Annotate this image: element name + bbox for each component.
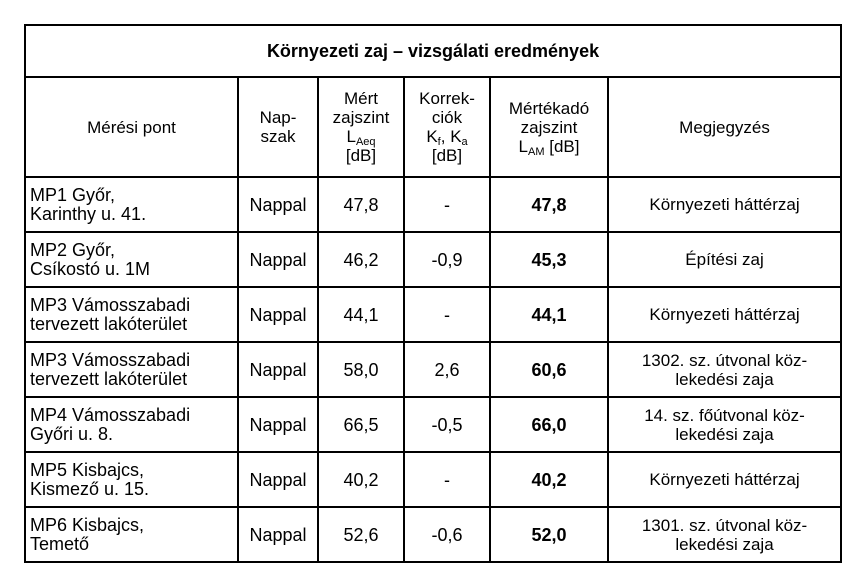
cell-correction: -0,9 <box>403 231 491 288</box>
cell-correction: - <box>403 286 491 343</box>
cell-measured-level: 66,5 <box>317 396 405 453</box>
cell-measured-level: 58,0 <box>317 341 405 398</box>
cell-period: Nappal <box>237 506 319 563</box>
cell-rating-level: 44,1 <box>489 286 609 343</box>
cell-measured-level: 44,1 <box>317 286 405 343</box>
results-table: Környezeti zaj – vizsgálati eredmények M… <box>23 24 843 563</box>
table-row: MP5 Kisbajcs, Kismező u. 15. Nappal 40,2-40… <box>24 451 843 508</box>
cell-measurement-point: MP6 Kisbajcs, Temető <box>24 506 239 563</box>
table-title: Környezeti zaj – vizsgálati eredmények <box>23 24 843 78</box>
header-corrections: Korrek- ciók Kf, Ka [dB] <box>403 76 491 178</box>
cell-note: Építési zaj <box>606 231 843 288</box>
cell-correction: -0,6 <box>403 506 491 563</box>
table-row: MP6 Kisbajcs, Temető Nappal 52,6 -0,6 52,0 130… <box>24 506 843 563</box>
table-row: MP3 Vámosszabadi tervezett lakóterület Nap… <box>24 286 843 343</box>
cell-measurement-point: MP1 Győr, Karinthy u. 41. <box>24 176 239 233</box>
cell-measurement-point: MP4 Vámosszabadi Győri u. 8. <box>24 396 239 453</box>
header-measurement-point: Mérési pont <box>24 76 239 178</box>
header-note: Megjegyzés <box>606 76 843 178</box>
cell-measured-level: 47,8 <box>317 176 405 233</box>
cell-note: 1301. sz. útvonal köz-lekedési zaja <box>606 506 843 563</box>
table-row: MP3 Vámosszabadi tervezett lakóterület Nap… <box>24 341 843 398</box>
cell-note: Környezeti háttérzaj <box>606 451 843 508</box>
cell-correction: - <box>403 176 491 233</box>
cell-rating-level: 40,2 <box>489 451 609 508</box>
table-row: MP1 Győr, Karinthy u. 41. Nappal 47,8-47,8 K… <box>24 176 843 233</box>
cell-measured-level: 46,2 <box>317 231 405 288</box>
table-row: MP2 Győr, Csíkostó u. 1M Nappal 46,2 -0,9 45,… <box>24 231 843 288</box>
cell-period: Nappal <box>237 341 319 398</box>
header-period: Nap- szak <box>237 76 319 178</box>
cell-measured-level: 40,2 <box>317 451 405 508</box>
cell-correction: 2,6 <box>403 341 491 398</box>
cell-period: Nappal <box>237 176 319 233</box>
table-row: MP4 Vámosszabadi Győri u. 8. Nappal 66,5 -0,… <box>24 396 843 453</box>
cell-correction: - <box>403 451 491 508</box>
cell-period: Nappal <box>237 231 319 288</box>
cell-note: 14. sz. főútvonal köz-lekedési zaja <box>606 396 843 453</box>
cell-period: Nappal <box>237 396 319 453</box>
cell-note: 1302. sz. útvonal köz-lekedési zaja <box>606 341 843 398</box>
cell-rating-level: 45,3 <box>489 231 609 288</box>
header-measured-level: Mért zajszint LAeq [dB] <box>317 76 405 178</box>
cell-measurement-point: MP2 Győr, Csíkostó u. 1M <box>24 231 239 288</box>
cell-note: Környezeti háttérzaj <box>606 176 843 233</box>
cell-period: Nappal <box>237 286 319 343</box>
header-rating-level: Mértékadó zajszint LAM [dB] <box>489 76 609 178</box>
cell-measurement-point: MP3 Vámosszabadi tervezett lakóterület <box>24 341 239 398</box>
cell-period: Nappal <box>237 451 319 508</box>
cell-rating-level: 52,0 <box>489 506 609 563</box>
cell-rating-level: 66,0 <box>489 396 609 453</box>
cell-measurement-point: MP3 Vámosszabadi tervezett lakóterület <box>24 286 239 343</box>
cell-measured-level: 52,6 <box>317 506 405 563</box>
cell-rating-level: 60,6 <box>489 341 609 398</box>
cell-rating-level: 47,8 <box>489 176 609 233</box>
cell-correction: -0,5 <box>403 396 491 453</box>
cell-note: Környezeti háttérzaj <box>606 286 843 343</box>
cell-measurement-point: MP5 Kisbajcs, Kismező u. 15. <box>24 451 239 508</box>
